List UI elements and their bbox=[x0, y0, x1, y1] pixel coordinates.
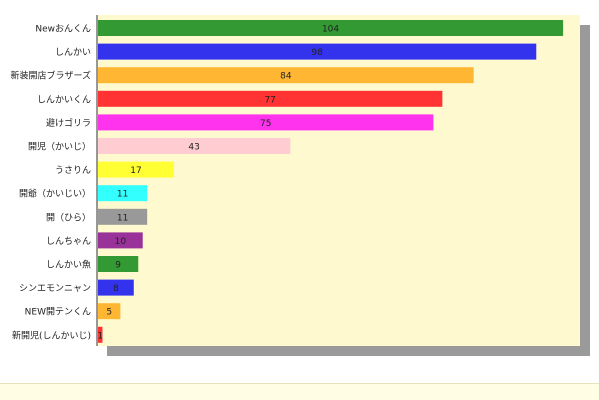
value-label: 43 bbox=[188, 143, 199, 153]
value-label: 75 bbox=[260, 119, 271, 129]
plot-area bbox=[97, 15, 580, 346]
value-label: 10 bbox=[115, 237, 127, 247]
value-label: 8 bbox=[113, 284, 119, 294]
value-label: 104 bbox=[322, 25, 339, 35]
bar bbox=[98, 138, 291, 154]
bar bbox=[98, 279, 134, 296]
bar bbox=[98, 208, 148, 225]
category-label: 開爺（かいじい） bbox=[19, 188, 91, 200]
bar bbox=[98, 67, 474, 84]
bar bbox=[98, 256, 139, 272]
category-label: しんかい魚 bbox=[46, 259, 91, 271]
category-label: 新開児(しんかいじ) bbox=[12, 329, 91, 341]
value-label: 11 bbox=[117, 213, 128, 223]
bar bbox=[98, 303, 121, 320]
value-label: 84 bbox=[280, 72, 292, 82]
category-label: 開（ひら） bbox=[46, 212, 91, 223]
bar bbox=[98, 185, 148, 202]
value-label: 77 bbox=[264, 95, 275, 105]
bar bbox=[98, 114, 434, 131]
category-label: しんちゃん bbox=[46, 236, 91, 247]
category-label: しんかいくん bbox=[37, 94, 91, 105]
category-label: うさりん bbox=[55, 165, 91, 176]
bar bbox=[98, 326, 103, 343]
bar bbox=[98, 20, 564, 36]
category-label: 避けゴリラ bbox=[46, 117, 91, 129]
category-label: 開児（かいじ） bbox=[28, 142, 91, 153]
value-label: 11 bbox=[117, 190, 128, 200]
value-label: 9 bbox=[115, 261, 121, 271]
bar bbox=[98, 43, 537, 60]
value-label: 1 bbox=[97, 331, 103, 341]
value-label: 98 bbox=[311, 48, 323, 58]
bar bbox=[98, 90, 443, 107]
category-label: Newおんくん bbox=[35, 24, 91, 35]
category-label: NEW開テンくん bbox=[25, 307, 91, 318]
category-label: 新装開店ブラザーズ bbox=[10, 70, 91, 82]
footer-panel bbox=[0, 383, 599, 400]
value-label: 5 bbox=[106, 308, 112, 318]
value-label: 17 bbox=[130, 166, 141, 176]
bar bbox=[98, 232, 143, 249]
category-label: しんかい bbox=[55, 47, 91, 58]
category-label: シンエモンニャン bbox=[19, 284, 91, 294]
bar bbox=[98, 161, 175, 178]
